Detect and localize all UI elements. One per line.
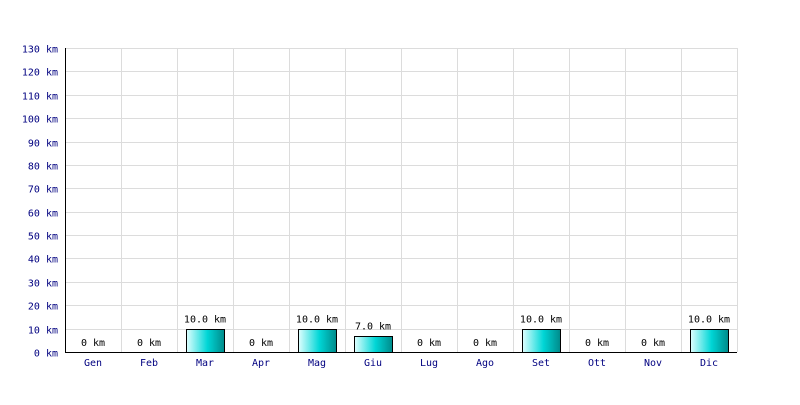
y-tick-label: 10 km (28, 326, 58, 337)
x-tick-label: Dic (700, 358, 718, 369)
data-label: 0 km (473, 338, 497, 349)
bar (298, 329, 337, 353)
data-label: 10.0 km (184, 315, 226, 326)
x-tick-label: Ago (476, 358, 494, 369)
axes (65, 48, 737, 353)
x-tick-label: Mag (308, 358, 326, 369)
x-tick-label: Apr (252, 358, 270, 369)
x-tick-label: Gen (84, 358, 102, 369)
y-tick-label: 20 km (28, 302, 58, 313)
x-tick-label: Giu (364, 358, 382, 369)
x-tick-label: Set (532, 358, 550, 369)
y-tick-label: 90 km (28, 139, 58, 150)
x-tick-label: Feb (140, 358, 158, 369)
data-label: 10.0 km (688, 315, 730, 326)
bar (354, 336, 393, 353)
bar (690, 329, 729, 353)
data-label: 0 km (585, 338, 609, 349)
data-label: 0 km (249, 338, 273, 349)
data-label: 10.0 km (296, 315, 338, 326)
data-label: 7.0 km (355, 322, 391, 333)
y-tick-label: 50 km (28, 232, 58, 243)
y-tick-label: 110 km (22, 92, 58, 103)
y-tick-label: 40 km (28, 255, 58, 266)
y-tick-label: 130 km (22, 45, 58, 56)
x-tick-label: Mar (196, 358, 214, 369)
y-tick-label: 60 km (28, 209, 58, 220)
y-tick-label: 70 km (28, 185, 58, 196)
labels: 0 km 10 km 20 km 30 km 40 km 50 km 60 km 70 km 8… (22, 45, 730, 370)
grid (65, 48, 738, 353)
data-label: 10.0 km (520, 315, 562, 326)
data-label: 0 km (417, 338, 441, 349)
y-tick-label: 30 km (28, 279, 58, 290)
data-label: 0 km (641, 338, 665, 349)
y-tick-label: 100 km (22, 115, 58, 126)
bar (522, 329, 561, 353)
x-tick-label: Lug (420, 358, 438, 369)
bar (186, 329, 225, 353)
y-tick-label: 80 km (28, 162, 58, 173)
y-tick-label: 0 km (34, 349, 58, 360)
x-tick-label: Ott (588, 358, 606, 369)
data-label: 0 km (137, 338, 161, 349)
y-tick-label: 120 km (22, 68, 58, 79)
x-tick-label: Nov (644, 358, 662, 369)
data-label: 0 km (81, 338, 105, 349)
